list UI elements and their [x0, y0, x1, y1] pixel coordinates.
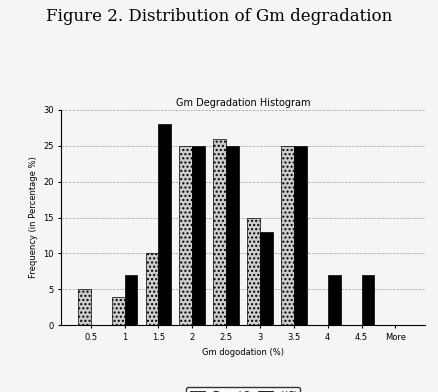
- Title: Gm Degradation Histogram: Gm Degradation Histogram: [176, 98, 311, 107]
- Legend:  Trans-LC,  HCl: Trans-LC, HCl: [186, 387, 300, 392]
- Bar: [124, 275, 138, 325]
- Bar: [362, 275, 374, 325]
- Bar: [294, 146, 307, 325]
- Bar: [328, 275, 341, 325]
- Bar: [145, 254, 159, 325]
- Bar: [180, 146, 192, 325]
- Bar: [247, 218, 260, 325]
- Bar: [226, 146, 239, 325]
- Bar: [159, 124, 171, 325]
- Bar: [192, 146, 205, 325]
- Text: Figure 2. Distribution of Gm degradation: Figure 2. Distribution of Gm degradation: [46, 8, 392, 25]
- X-axis label: Gm dogodation (%): Gm dogodation (%): [202, 348, 284, 357]
- Y-axis label: Frequency (in Percentage %): Frequency (in Percentage %): [28, 157, 38, 278]
- Bar: [213, 138, 226, 325]
- Bar: [112, 297, 124, 325]
- Bar: [281, 146, 294, 325]
- Bar: [78, 289, 91, 325]
- Bar: [260, 232, 273, 325]
